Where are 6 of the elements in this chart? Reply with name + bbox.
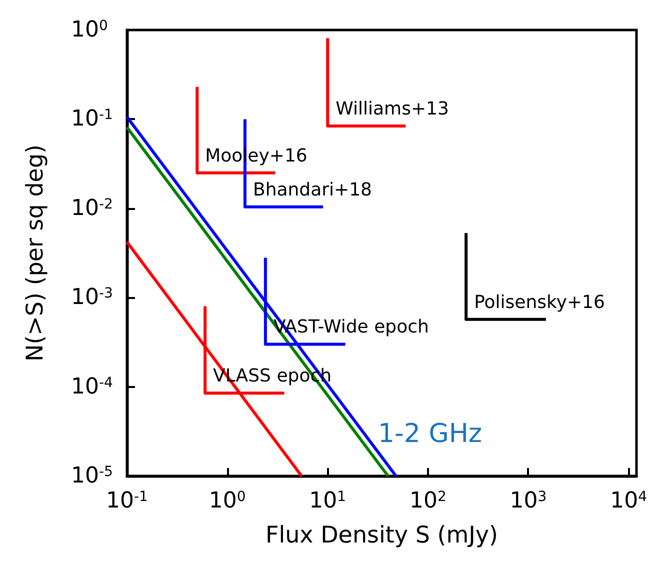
series-label: Williams+13 — [336, 98, 449, 120]
series-label: Polisensky+16 — [474, 292, 605, 313]
x-axis-title: Flux Density S (mJy) — [265, 522, 498, 548]
y-axis-title: N(>S) (per sq deg) — [22, 144, 48, 362]
annotation: 1-2 GHz — [378, 419, 482, 449]
series-label: Bhandari+18 — [252, 179, 372, 200]
